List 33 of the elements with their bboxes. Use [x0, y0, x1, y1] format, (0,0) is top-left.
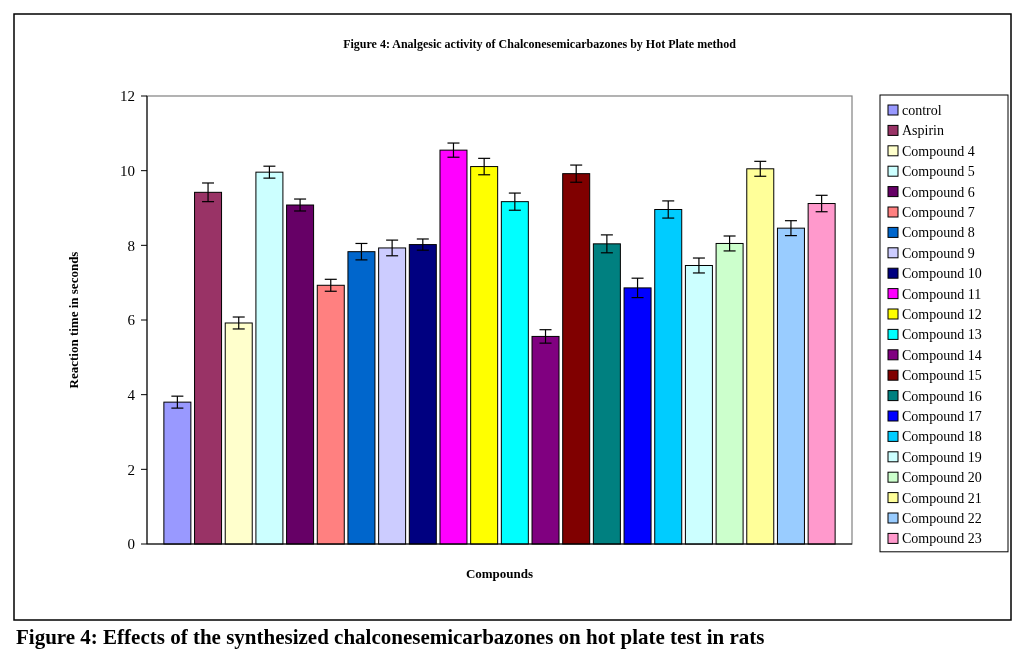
legend-label: Aspirin — [902, 123, 944, 139]
legend-label: Compound 10 — [902, 266, 982, 282]
y-tick-label: 4 — [127, 386, 136, 403]
y-tick-label: 10 — [120, 162, 135, 179]
legend-label: Compound 12 — [902, 306, 982, 322]
legend-label: Compound 17 — [902, 408, 982, 424]
y-tick-label: 6 — [127, 312, 136, 329]
y-tick-label: 2 — [127, 461, 135, 478]
legend-label: Compound 19 — [902, 449, 982, 465]
y-axis-title: Reaction time in seconds — [66, 251, 81, 389]
legend-label: Compound 20 — [902, 470, 982, 486]
legend-label: control — [902, 102, 942, 118]
legend-label: Compound 5 — [902, 164, 975, 180]
legend-label: Compound 13 — [902, 327, 982, 343]
legend-label: Compound 16 — [902, 388, 982, 404]
legend-label: Compound 22 — [902, 510, 982, 526]
legend-label: Compound 18 — [902, 429, 982, 445]
legend-label: Compound 9 — [902, 245, 975, 261]
legend-label: Compound 21 — [902, 490, 982, 506]
legend-label: Compound 8 — [902, 225, 975, 241]
y-tick-label: 0 — [127, 536, 135, 553]
legend-label: Compound 4 — [902, 143, 975, 159]
legend-label: Compound 7 — [902, 204, 975, 220]
y-tick-label: 8 — [127, 237, 135, 254]
caption: Figure 4: Effects of the synthesized chalconesemicarbazones on hot plate test in rats — [16, 625, 765, 649]
legend-label: Compound 14 — [902, 347, 982, 363]
legend-label: Compound 6 — [902, 184, 975, 200]
chart-title: Figure 4: Analgesic activity of Chalconesemicarbazones by Hot Plate method — [343, 37, 737, 51]
legend-label: Compound 15 — [902, 368, 982, 384]
legend-label: Compound 23 — [902, 531, 982, 547]
legend-label: Compound 11 — [902, 286, 982, 302]
x-axis-title: Compounds — [465, 566, 534, 581]
y-tick-label: 12 — [120, 88, 135, 105]
